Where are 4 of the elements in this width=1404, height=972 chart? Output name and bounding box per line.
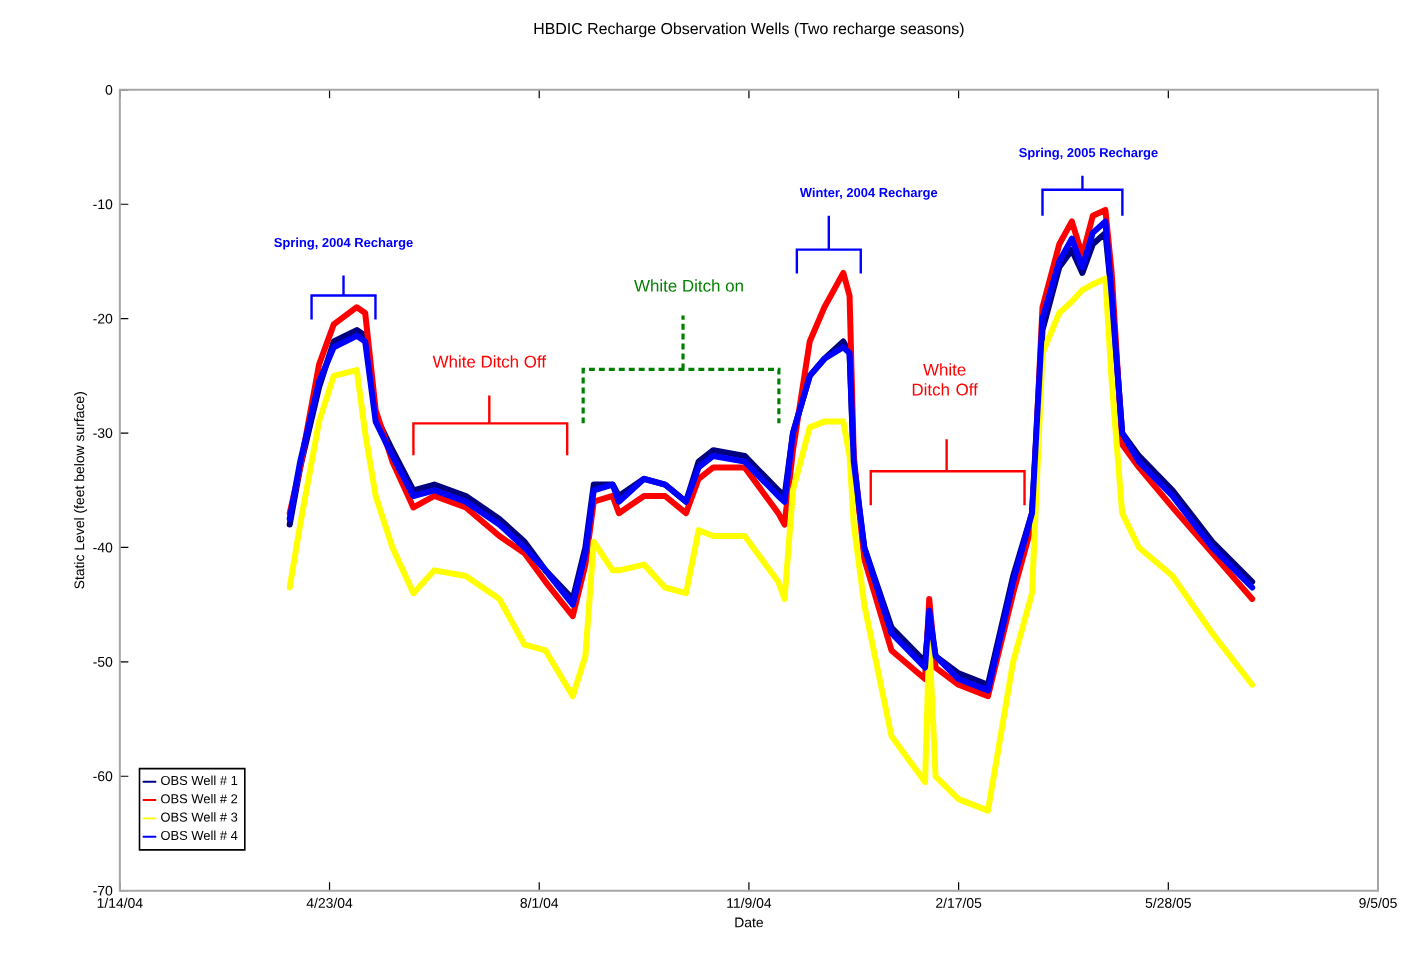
annotation: White Ditch Off [912, 362, 978, 396]
line-series [286, 275, 1256, 814]
annotation: White Ditch on [634, 279, 743, 292]
annotation: White Ditch Off [432, 354, 547, 368]
